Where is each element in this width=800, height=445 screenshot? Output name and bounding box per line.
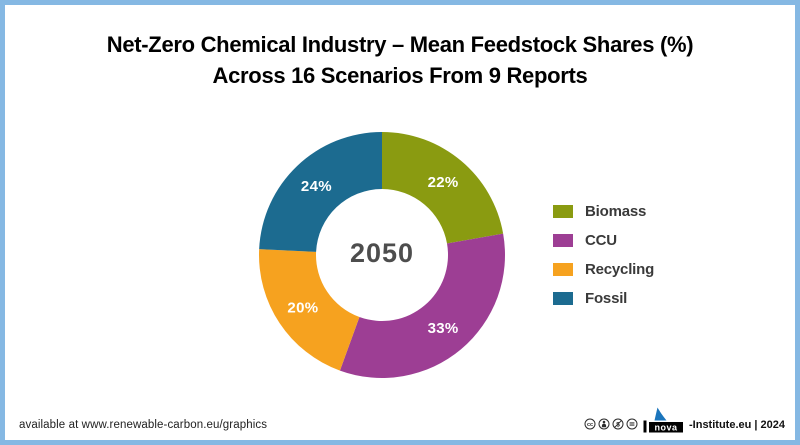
footer-credit: cc $ nova	[584, 407, 785, 434]
donut-chart-svg: 22% 33% 20% 24%	[259, 132, 505, 378]
svg-text:$: $	[616, 421, 620, 428]
legend-swatch-fossil	[553, 292, 573, 305]
nova-logo-sail	[654, 407, 667, 421]
svg-text:cc: cc	[587, 422, 593, 428]
donut-center-year-label: 2050	[349, 238, 415, 268]
donut-segment-fossil	[259, 132, 382, 252]
legend-item-recycling: Recycling	[553, 255, 654, 284]
donut-percent-label-ccu: 33%	[428, 320, 459, 337]
donut-percent-label-biomass: 22%	[428, 174, 459, 191]
donut-segment-recycling	[259, 249, 360, 371]
source-url-text: available at www.renewable-carbon.eu/gra…	[19, 419, 268, 431]
cc-icon: cc	[584, 418, 596, 430]
nova-logo-text: nova	[654, 422, 678, 432]
legend-swatch-biomass	[553, 205, 573, 218]
license-icons: cc $	[584, 418, 638, 430]
donut-chart: 22% 33% 20% 24%	[247, 120, 517, 390]
donut-percent-label-recycling: 20%	[287, 300, 318, 317]
nova-institute-logo: nova -Institute.eu | 2024	[643, 407, 785, 434]
legend-swatch-ccu	[553, 234, 573, 247]
nova-logo-mark: nova	[643, 407, 683, 433]
cc-nc-icon: $	[612, 418, 624, 430]
donut-segment-biomass	[382, 132, 504, 244]
chart-legend: Biomass CCU Recycling Fossil	[553, 197, 654, 313]
chart-title-line-2: Across 16 Scenarios From 9 Reports	[212, 63, 588, 88]
legend-label-fossil: Fossil	[585, 290, 628, 307]
chart-title: Net-Zero Chemical Industry – Mean Feedst…	[5, 29, 795, 91]
donut-segment-ccu	[339, 233, 505, 378]
legend-label-biomass: Biomass	[585, 203, 647, 220]
legend-label-recycling: Recycling	[585, 261, 655, 278]
legend-item-biomass: Biomass	[553, 197, 654, 226]
cc-by-icon	[598, 418, 610, 430]
brand-credit-text: -Institute.eu | 2024	[689, 419, 785, 431]
donut-percent-label-fossil: 24%	[301, 178, 332, 195]
legend-swatch-recycling	[553, 263, 573, 276]
chart-title-line-1: Net-Zero Chemical Industry – Mean Feedst…	[106, 32, 694, 57]
legend-label-ccu: CCU	[585, 232, 617, 249]
cc-nd-icon	[626, 418, 638, 430]
legend-item-ccu: CCU	[553, 226, 654, 255]
legend-item-fossil: Fossil	[553, 284, 654, 313]
